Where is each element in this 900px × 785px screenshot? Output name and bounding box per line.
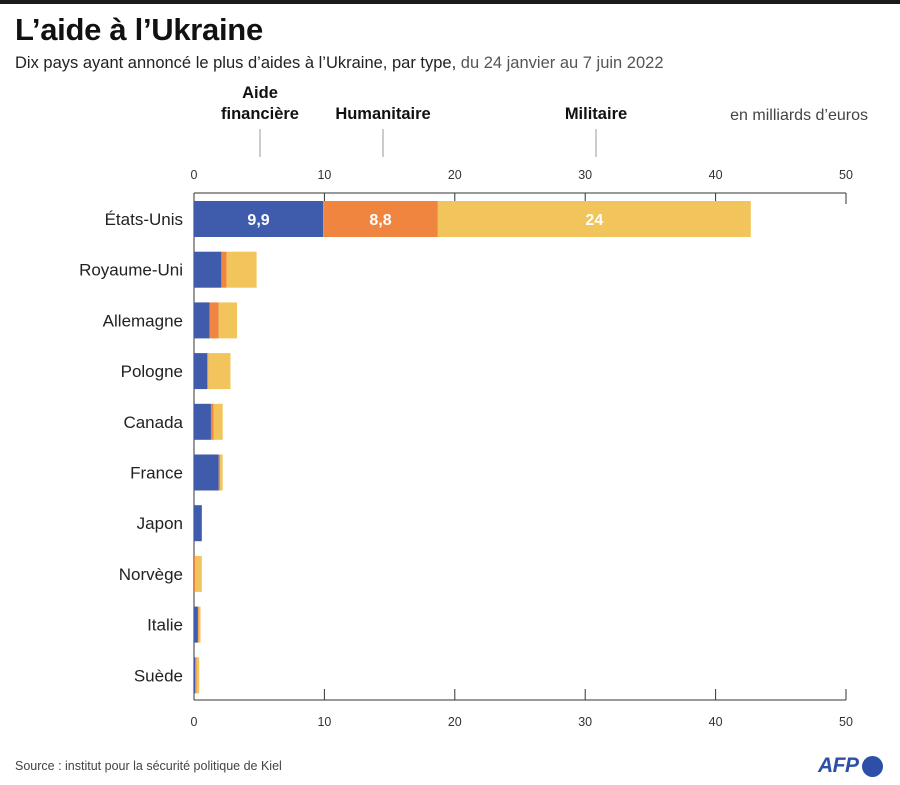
afp-logo: AFP <box>818 752 883 780</box>
bottom-tick-label: 40 <box>709 715 723 729</box>
bar-segment-military <box>226 251 257 288</box>
bar-segment-military <box>220 454 223 491</box>
bar-segment-humanitarian <box>218 454 221 491</box>
bottom-tick-label: 50 <box>839 715 853 729</box>
category-label: Canada <box>123 413 183 432</box>
legend-label-financial: financière <box>221 105 299 123</box>
top-rule <box>0 0 900 4</box>
bar-segment-humanitarian <box>197 606 199 643</box>
category-label: Pologne <box>121 362 183 381</box>
bottom-tick-label: 0 <box>191 715 198 729</box>
bar-segment-military <box>196 657 200 694</box>
bar-segment-financial <box>194 201 324 237</box>
bottom-tick-label: 30 <box>578 715 592 729</box>
bar-segment-financial <box>194 302 210 339</box>
bar-segment-humanitarian <box>209 302 219 339</box>
bar-segment-humanitarian <box>323 201 438 237</box>
category-label: Suède <box>134 666 183 685</box>
bar-segment-humanitarian <box>195 657 197 694</box>
top-tick-label: 40 <box>709 168 723 182</box>
category-label: Allemagne <box>103 311 183 330</box>
legend-label-humanitarian: Humanitaire <box>335 105 430 123</box>
category-label: Japon <box>137 514 183 533</box>
chart-bars <box>194 201 751 694</box>
category-label: Italie <box>147 616 183 635</box>
bar-segment-military <box>198 606 201 643</box>
top-tick-label: 10 <box>317 168 331 182</box>
data-labels: 9,9 8,8 24 <box>247 212 603 229</box>
bar-segment-financial <box>194 505 202 542</box>
category-labels: États-Unis Royaume-Uni Allemagne Pologne Can… <box>79 210 183 685</box>
bar-segment-financial <box>194 353 208 390</box>
legend-label-military: Militaire <box>565 105 627 123</box>
chart-legend: Aide financière Humanitaire Militaire <box>221 84 627 157</box>
chart-axes: 0 0 10 10 20 20 30 30 40 40 50 50 <box>191 168 853 729</box>
bar-segment-humanitarian <box>194 555 196 592</box>
data-label: 9,9 <box>247 212 269 229</box>
category-label: États-Unis <box>105 210 183 229</box>
bottom-tick-label: 10 <box>317 715 331 729</box>
category-label: Norvège <box>119 565 183 584</box>
afp-logo-dot <box>861 755 883 777</box>
legend-label-financial: Aide <box>242 84 278 102</box>
subtitle-dates: du 24 janvier au 7 juin 2022 <box>460 54 664 72</box>
bar-segment-financial <box>194 454 219 491</box>
top-tick-label: 0 <box>191 168 198 182</box>
chart-subtitle: Dix pays ayant annoncé le plus d’aides à… <box>15 54 664 73</box>
bar-segment-humanitarian <box>207 353 209 390</box>
bar-segment-military <box>213 403 223 440</box>
category-label: France <box>130 464 183 483</box>
top-tick-label: 30 <box>578 168 592 182</box>
bar-segment-financial <box>194 251 222 288</box>
subtitle-main: Dix pays ayant annoncé le plus d’aides à… <box>15 54 457 72</box>
bar-segment-military <box>437 201 751 237</box>
data-label: 8,8 <box>369 212 391 229</box>
bar-segment-military <box>208 353 231 390</box>
bar-segment-humanitarian <box>221 251 227 288</box>
bar-segment-military <box>195 555 202 592</box>
chart-title: L’aide à l’Ukraine <box>15 12 263 47</box>
afp-logo-text: AFP <box>818 754 859 777</box>
source-note: Source : institut pour la sécurité polit… <box>15 759 282 773</box>
bar-segment-military <box>218 302 238 339</box>
bottom-tick-label: 20 <box>448 715 462 729</box>
data-label: 24 <box>585 212 603 229</box>
bar-segment-humanitarian <box>210 403 214 440</box>
top-tick-label: 20 <box>448 168 462 182</box>
bar-segment-financial <box>194 403 211 440</box>
unit-label: en milliards d’euros <box>730 107 868 124</box>
bar-segment-financial <box>194 657 196 694</box>
bar-segment-financial <box>194 606 198 643</box>
category-label: Royaume-Uni <box>79 261 183 280</box>
top-tick-label: 50 <box>839 168 853 182</box>
